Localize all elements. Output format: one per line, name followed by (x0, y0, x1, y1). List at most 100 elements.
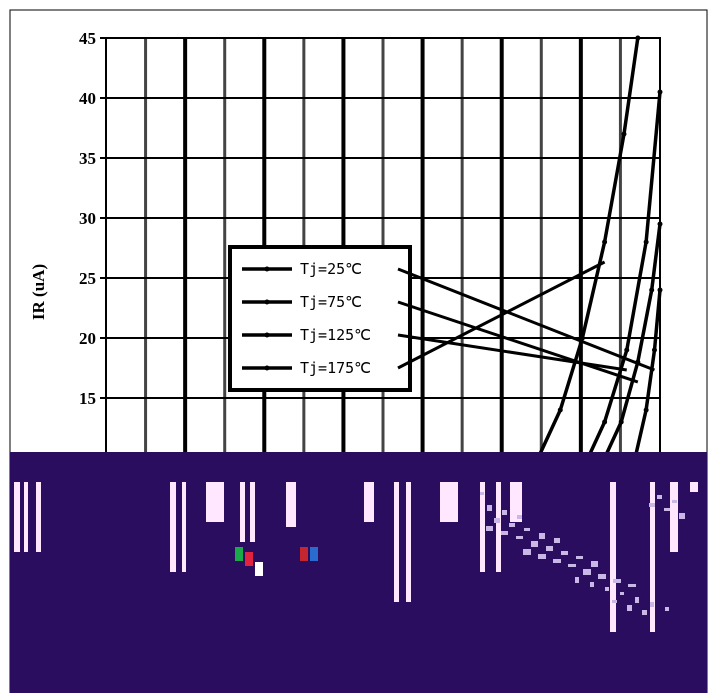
series-point (657, 89, 663, 95)
artifact-noise (568, 564, 576, 567)
artifact-noise (665, 607, 669, 611)
artifact-noise (649, 503, 655, 507)
artifact-noise (612, 600, 617, 603)
artifact-noise (598, 574, 606, 579)
series-point (557, 407, 563, 413)
artifact-noise (664, 508, 670, 511)
y-tick-label: 40 (79, 89, 96, 108)
artifact-noise (657, 495, 662, 499)
artifact-noise (553, 559, 561, 563)
artifact-bar (480, 482, 485, 572)
artifact-bar (14, 482, 20, 552)
artifact-swatch (310, 547, 318, 561)
series-point (624, 347, 630, 353)
legend-label: Tj=175℃ (300, 359, 371, 377)
series-line (633, 289, 662, 459)
artifact-bar (240, 482, 245, 542)
series-point (579, 335, 585, 341)
legend-leader (397, 300, 639, 384)
y-axis-title: IR (uA) (29, 264, 48, 320)
artifact-noise (561, 551, 568, 555)
artifact-bar (206, 482, 224, 522)
artifact-noise (531, 541, 538, 547)
artifact-noise (539, 533, 545, 539)
artifact-noise (605, 587, 609, 591)
artifact-noise (575, 577, 579, 583)
artifact-noise (516, 536, 523, 539)
legend-label: Tj=75℃ (300, 293, 362, 311)
series-point (602, 239, 608, 245)
artifact-noise (613, 579, 621, 583)
artifact-bar (182, 482, 186, 572)
legend-marker (264, 299, 270, 305)
artifact-bar (650, 482, 655, 632)
legend-box (228, 245, 412, 392)
artifact-noise (679, 513, 685, 519)
y-tick-label: 35 (79, 149, 96, 168)
artifact-noise (590, 582, 594, 587)
image-artifact-strip (448, 452, 707, 482)
outer-frame (9, 9, 708, 693)
legend-leader (397, 333, 627, 372)
legend-marker (264, 332, 270, 338)
artifact-noise (486, 526, 493, 531)
y-tick-labels: 1015202530354045 (79, 29, 106, 468)
y-tick-label: 25 (79, 269, 96, 288)
artifact-noise (487, 505, 492, 511)
artifact-swatch (300, 547, 308, 561)
series-point (635, 35, 641, 41)
artifact-bar (170, 482, 176, 572)
legend-leader (397, 267, 656, 372)
artifact-noise (620, 592, 624, 595)
artifact-bar (24, 482, 28, 552)
series-point (621, 131, 627, 137)
artifact-bar (250, 482, 255, 542)
artifact-swatch (255, 562, 263, 576)
artifact-bar (364, 482, 374, 522)
artifact-noise (524, 528, 530, 531)
series-point (618, 419, 624, 425)
artifact-noise (501, 531, 508, 535)
legend-label: Tj=125℃ (300, 326, 371, 344)
artifact-bar (286, 482, 296, 527)
artifact-bar (406, 482, 411, 602)
image-artifact (10, 452, 707, 693)
series-point (602, 419, 608, 425)
artifact-noise (546, 546, 553, 551)
artifact-noise (591, 561, 598, 567)
artifact-noise (672, 500, 677, 503)
artifact-bar (394, 482, 399, 602)
y-tick-label: 45 (79, 29, 96, 48)
artifact-noise (627, 605, 632, 611)
series-point (657, 221, 663, 227)
artifact-noise (642, 610, 647, 615)
artifact-noise (538, 554, 546, 559)
artifact-bar (510, 482, 522, 522)
y-tick-label: 20 (79, 329, 96, 348)
series-point (643, 239, 649, 245)
artifact-bar (610, 482, 616, 632)
artifact-noise (576, 556, 583, 559)
legend-leader (397, 260, 606, 370)
legend-marker (264, 365, 270, 371)
artifact-noise (480, 492, 484, 495)
artifact-noise (517, 515, 522, 519)
y-tick-label: 15 (79, 389, 96, 408)
series-line (536, 37, 640, 459)
artifact-swatch (235, 547, 243, 561)
artifact-noise (509, 523, 515, 527)
artifact-noise (523, 549, 531, 555)
series-point (651, 347, 657, 353)
artifact-swatch (245, 552, 253, 566)
series-point (657, 287, 663, 293)
artifact-noise (494, 518, 500, 523)
artifact-bar (440, 482, 458, 522)
artifact-noise (502, 510, 507, 515)
artifact-noise (650, 602, 654, 607)
artifact-noise (628, 584, 636, 587)
legend: Tj=25℃ Tj=75℃ Tj=125℃ Tj=175℃ (228, 245, 656, 392)
artifact-noise (583, 569, 591, 575)
legend-marker (264, 266, 270, 272)
artifact-noise (554, 538, 560, 543)
legend-label: Tj=25℃ (300, 260, 362, 278)
